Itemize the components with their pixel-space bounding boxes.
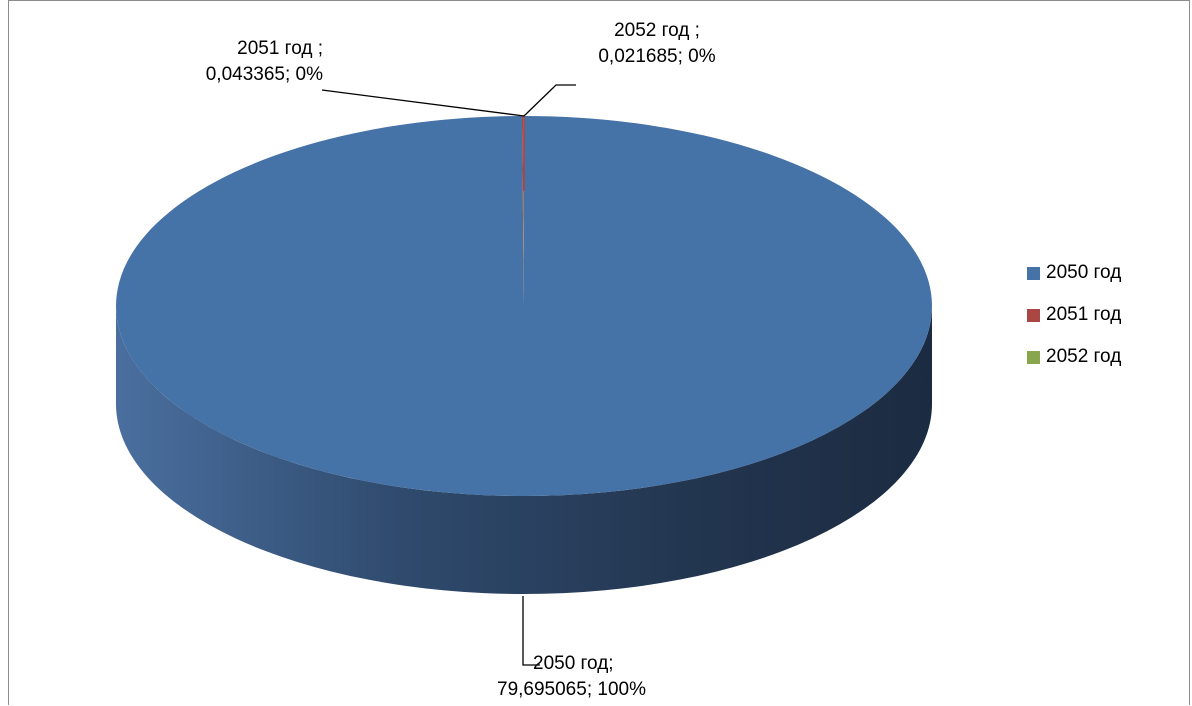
legend-swatch bbox=[1027, 266, 1040, 280]
pie-slice-0 bbox=[116, 116, 933, 497]
leader-2052 bbox=[523, 84, 576, 117]
data-label-2051: 2051 год ; 0,043365; 0% bbox=[205, 38, 323, 85]
leader-2050 bbox=[522, 596, 540, 666]
legend-label: 2051 год bbox=[1046, 304, 1122, 325]
legend-item: 2050 год bbox=[1027, 252, 1121, 294]
legend: 2050 год 2051 год 2052 год bbox=[1027, 252, 1121, 378]
leader-2051 bbox=[321, 89, 525, 117]
pie-slice-1 bbox=[521, 116, 524, 306]
legend-swatch bbox=[1027, 350, 1040, 364]
legend-label: 2052 год bbox=[1046, 346, 1122, 367]
legend-item: 2052 год bbox=[1027, 336, 1121, 378]
data-label-2050: 2050 год; 79,695065; 100% bbox=[497, 653, 646, 700]
chart-frame bbox=[8, 0, 1190, 705]
legend-item: 2051 год bbox=[1027, 294, 1121, 336]
pie-side-wall bbox=[116, 306, 932, 594]
legend-swatch bbox=[1027, 308, 1040, 322]
legend-label: 2050 год bbox=[1046, 262, 1122, 283]
data-label-2052: 2052 год ; 0,021685; 0% bbox=[598, 20, 716, 67]
